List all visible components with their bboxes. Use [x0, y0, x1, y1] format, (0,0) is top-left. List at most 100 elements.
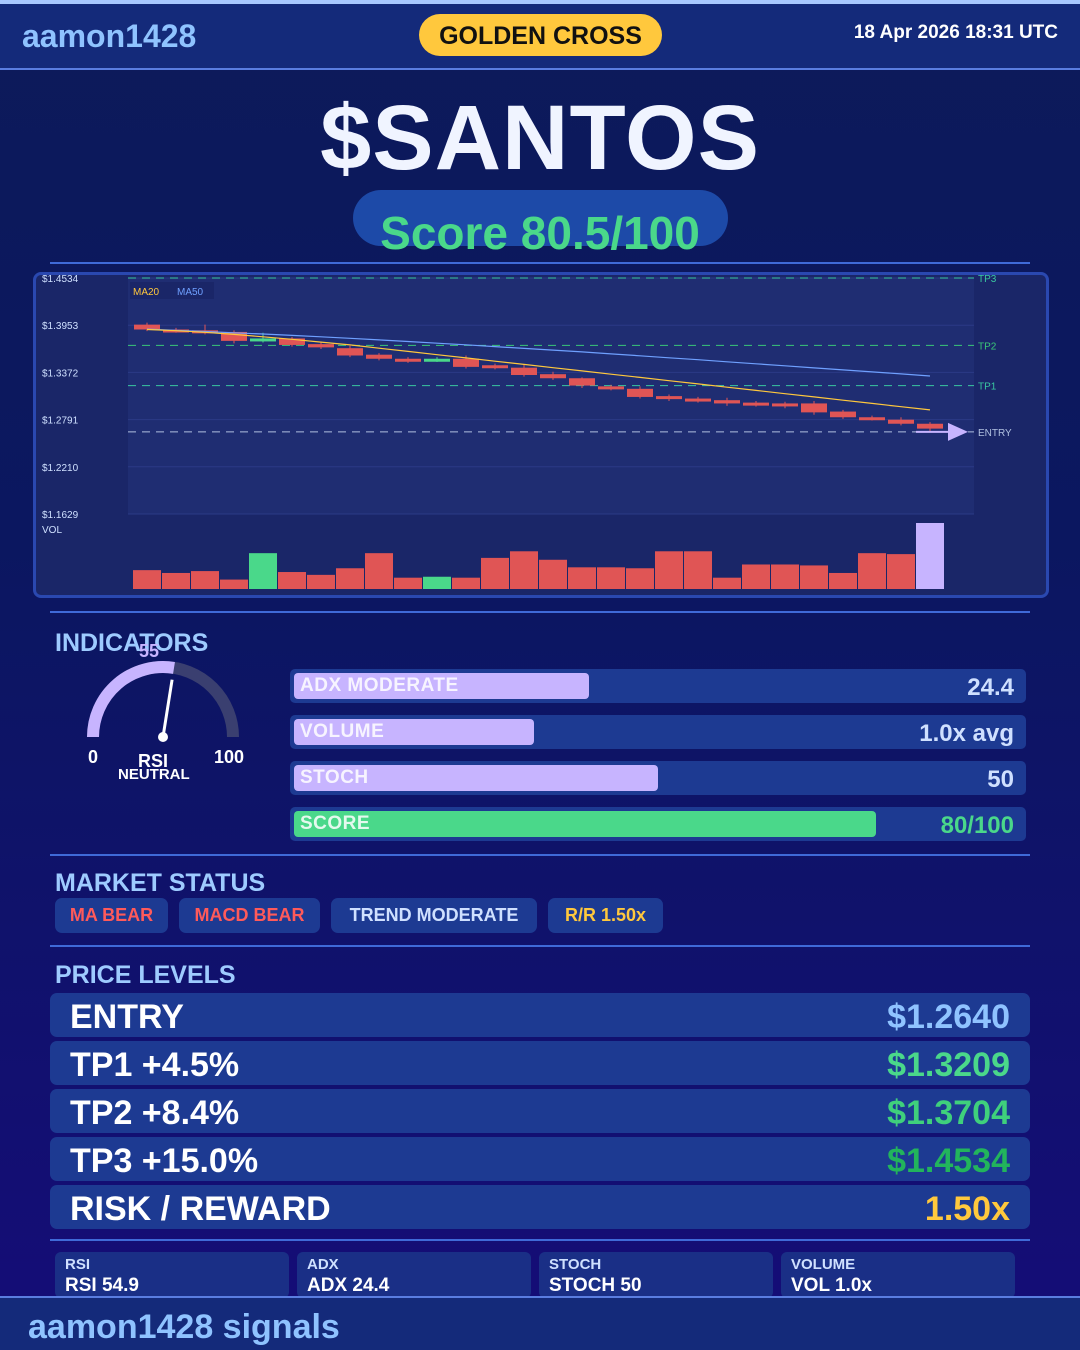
- candle-body: [569, 378, 595, 386]
- y-tick-label: $1.3953: [42, 321, 79, 332]
- mini-card-title: STOCH: [549, 1256, 602, 1273]
- volume-bar: [916, 523, 944, 589]
- footer-bar: aamon1428 signals: [0, 1296, 1080, 1350]
- level-name: ENTRY: [70, 998, 184, 1036]
- mini-card-value: VOL 1.0x: [791, 1275, 872, 1296]
- level-name: TP2 +8.4%: [70, 1094, 240, 1132]
- candle-body: [656, 396, 682, 400]
- rsi-label: RSI: [138, 751, 169, 771]
- candle-body: [859, 417, 885, 421]
- volume-bar: [626, 568, 654, 589]
- candle-body: [685, 398, 711, 402]
- score-text: Score 80.5/100: [380, 207, 700, 259]
- y-tick-label: $1.3372: [42, 368, 79, 379]
- volume-bar: [365, 553, 393, 589]
- mini-card-rsi: RSI RSI 54.9: [55, 1252, 289, 1298]
- price-chart: $1.4534 $1.3953 $1.3372 $1.2791 $1.2210 $1.16…: [33, 272, 1049, 598]
- candle-body: [424, 358, 450, 362]
- level-row-tp3: TP3 +15.0% $1.4534: [50, 1137, 1030, 1181]
- level-name: RISK / REWARD: [70, 1190, 331, 1228]
- volume-bar: [162, 572, 190, 589]
- volume-bar: [829, 572, 857, 589]
- volume-bar: VOLUME 1.0x avg: [290, 715, 1026, 749]
- level-row-tp2: TP2 +8.4% $1.3704: [50, 1089, 1030, 1133]
- candle-body: [801, 403, 827, 413]
- adx-bar: ADX MODERATE 24.4: [290, 669, 1026, 703]
- y-tick-label: $1.2210: [42, 463, 79, 474]
- gauge-max-label: 100: [214, 747, 245, 767]
- candle-body: [830, 411, 856, 418]
- ma50-line: [146, 328, 931, 377]
- volume-bar: [191, 571, 219, 589]
- level-row-entry: ENTRY $1.2640: [50, 993, 1030, 1037]
- y-tick-label: $1.2791: [42, 416, 79, 427]
- gauge-min-label: 0: [88, 747, 99, 767]
- candle-body: [221, 331, 247, 341]
- volume-bar: [771, 564, 799, 589]
- bar-label: VOLUME: [300, 721, 385, 742]
- level-name: TP1 +4.5%: [70, 1046, 240, 1084]
- price-levels-title: PRICE LEVELS: [55, 961, 236, 989]
- score-bar: SCORE 80/100: [290, 807, 1026, 841]
- candle-body: [482, 365, 508, 369]
- volume-bar: [481, 557, 509, 589]
- bar-label: ADX MODERATE: [300, 675, 459, 696]
- level-value: $1.3209: [887, 1046, 1010, 1084]
- y-tick-label: $1.4534: [42, 275, 79, 285]
- gauge-needle: [161, 679, 174, 738]
- level-value: $1.3704: [887, 1094, 1010, 1132]
- ticker-symbol: $SANTOS: [320, 87, 760, 189]
- mini-card-title: VOLUME: [791, 1256, 856, 1273]
- candle-body: [337, 348, 363, 356]
- candle-body: [743, 402, 769, 406]
- level-label-entry: ENTRY: [978, 428, 1012, 439]
- divider: [50, 1239, 1030, 1241]
- entry-arrow-head: [948, 422, 968, 441]
- mini-card-value: ADX 24.4: [307, 1275, 390, 1296]
- level-value: $1.4534: [887, 1142, 1010, 1180]
- level-row-risk-reward: RISK / REWARD 1.50x: [50, 1185, 1030, 1229]
- indicators-title: INDICATORS: [55, 629, 209, 657]
- volume-bar: [858, 553, 886, 589]
- level-label-tp1: TP1: [978, 382, 997, 393]
- bar-fill: [294, 673, 589, 699]
- volume-bar: [278, 572, 306, 589]
- bar-fill: [294, 719, 535, 745]
- volume-bar: [655, 551, 683, 589]
- status-chip-ma: MA BEAR: [55, 898, 168, 933]
- volume-bar: [713, 577, 741, 589]
- bar-fill: [294, 765, 658, 791]
- mini-card-volume: VOLUME VOL 1.0x: [781, 1252, 1015, 1298]
- candle-body: [772, 403, 798, 407]
- mini-card-value: STOCH 50: [549, 1275, 642, 1296]
- candle-body: [366, 354, 392, 359]
- level-value: $1.2640: [887, 998, 1010, 1036]
- status-chip-rr: R/R 1.50x: [548, 898, 663, 933]
- bar-value: 24.4: [967, 674, 1014, 701]
- volume-bar: [394, 577, 422, 589]
- volume-bar: [133, 570, 161, 589]
- mini-card-adx: ADX ADX 24.4: [297, 1252, 531, 1298]
- level-label-tp3: TP3: [978, 275, 997, 285]
- level-name: TP3 +15.0%: [70, 1142, 259, 1180]
- ma20-line: [146, 328, 931, 411]
- legend-ma20: MA20: [133, 287, 160, 298]
- candle-body: [511, 367, 537, 375]
- bar-value: 80/100: [940, 812, 1014, 839]
- candle-body: [598, 386, 624, 390]
- y-tick-label: $1.1629: [42, 510, 79, 521]
- bar-value: 50: [987, 766, 1014, 793]
- bar-label: STOCH: [300, 767, 369, 788]
- volume-bar: [742, 564, 770, 589]
- rsi-state: NEUTRAL: [118, 766, 190, 783]
- mini-card-title: RSI: [65, 1256, 91, 1273]
- volume-bar: [684, 551, 712, 589]
- footer-text: aamon1428 signals: [28, 1308, 340, 1346]
- candle-body: [279, 338, 305, 345]
- volume-bar: [423, 576, 451, 589]
- volume-bar: [307, 574, 335, 589]
- brand-name: aamon1428: [22, 18, 197, 54]
- volume-bar: [220, 579, 248, 589]
- candle-body: [308, 344, 334, 348]
- legend-box: [130, 282, 214, 299]
